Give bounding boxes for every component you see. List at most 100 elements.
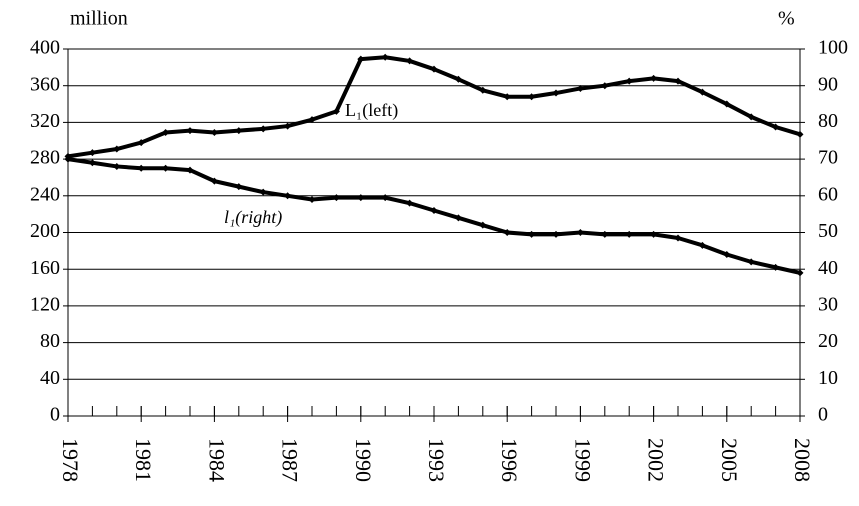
point: [210, 177, 218, 185]
point: [601, 82, 609, 90]
y2-tick-label: 70: [818, 147, 838, 169]
x-tick-label: 1981: [131, 438, 156, 482]
x-tick-label: 1999: [570, 438, 595, 482]
point: [601, 230, 609, 238]
point: [406, 199, 414, 207]
x-tick-label: 1996: [497, 438, 522, 482]
point: [308, 116, 316, 124]
point: [284, 122, 292, 130]
y2-tick-label: 100: [818, 37, 848, 59]
point: [235, 127, 243, 135]
y2-tick-label: 40: [818, 257, 838, 279]
point: [357, 194, 365, 202]
point: [332, 107, 340, 115]
point: [454, 214, 462, 222]
y2-tick-label: 50: [818, 220, 838, 242]
y-tick-label: 200: [30, 220, 60, 242]
point: [113, 145, 121, 153]
point: [723, 251, 731, 259]
x-tick-label: 2005: [717, 438, 742, 482]
point: [259, 125, 267, 133]
point: [113, 162, 121, 170]
point: [552, 89, 560, 97]
x-tick-label: 1993: [424, 438, 449, 482]
point: [88, 159, 96, 167]
point: [430, 206, 438, 214]
x-tick-label: 1987: [278, 438, 303, 482]
point: [186, 127, 194, 135]
point: [64, 155, 72, 163]
point: [357, 55, 365, 63]
point: [723, 100, 731, 108]
y-axis-label: million: [70, 8, 128, 30]
y-tick-label: 40: [40, 367, 60, 389]
point: [650, 230, 658, 238]
point: [162, 128, 170, 136]
point: [381, 53, 389, 61]
y-tick-label: 360: [30, 73, 60, 95]
point: [454, 75, 462, 83]
point: [674, 77, 682, 85]
point: [772, 123, 780, 131]
y-tick-label: 280: [30, 147, 60, 169]
y2-tick-label: 30: [818, 293, 838, 315]
y-tick-label: 320: [30, 110, 60, 132]
point: [747, 258, 755, 266]
point: [772, 263, 780, 271]
y2-axis-label: %: [778, 8, 795, 30]
y2-tick-label: 60: [818, 183, 838, 205]
point: [162, 164, 170, 172]
point: [796, 130, 804, 138]
point: [625, 77, 633, 85]
point: [88, 149, 96, 157]
point: [259, 188, 267, 196]
point: [528, 93, 536, 101]
point: [308, 195, 316, 203]
point: [528, 230, 536, 238]
y2-tick-label: 90: [818, 73, 838, 95]
point: [625, 230, 633, 238]
point: [479, 86, 487, 94]
x-tick-label: 2002: [644, 438, 669, 482]
point: [698, 241, 706, 249]
point: [406, 57, 414, 65]
point: [796, 269, 804, 277]
y2-tick-label: 10: [818, 367, 838, 389]
point: [576, 84, 584, 92]
point: [332, 194, 340, 202]
y-tick-label: 160: [30, 257, 60, 279]
x-tick-label: 1990: [351, 438, 376, 482]
point: [479, 221, 487, 229]
y-tick-label: 120: [30, 293, 60, 315]
point: [137, 164, 145, 172]
point: [674, 234, 682, 242]
point: [552, 230, 560, 238]
point: [186, 166, 194, 174]
series-label: L₁(left): [345, 100, 398, 121]
point: [576, 229, 584, 236]
point: [650, 74, 658, 82]
y2-tick-label: 0: [818, 404, 828, 426]
y-tick-label: 400: [30, 37, 60, 59]
x-tick-label: 2008: [790, 438, 815, 482]
point: [137, 139, 145, 147]
y2-tick-label: 80: [818, 110, 838, 132]
x-tick-label: 1978: [58, 438, 83, 482]
series-line: [67, 157, 801, 275]
point: [503, 93, 511, 101]
x-tick-label: 1984: [204, 438, 229, 482]
point: [747, 113, 755, 121]
point: [235, 183, 243, 191]
y-tick-label: 0: [50, 404, 60, 426]
y-tick-label: 80: [40, 330, 60, 352]
point: [381, 194, 389, 202]
point: [210, 128, 218, 136]
point: [698, 88, 706, 96]
y2-tick-label: 20: [818, 330, 838, 352]
series-label: l₁(right): [224, 207, 282, 228]
y-tick-label: 240: [30, 183, 60, 205]
point: [284, 192, 292, 200]
point: [503, 229, 511, 236]
